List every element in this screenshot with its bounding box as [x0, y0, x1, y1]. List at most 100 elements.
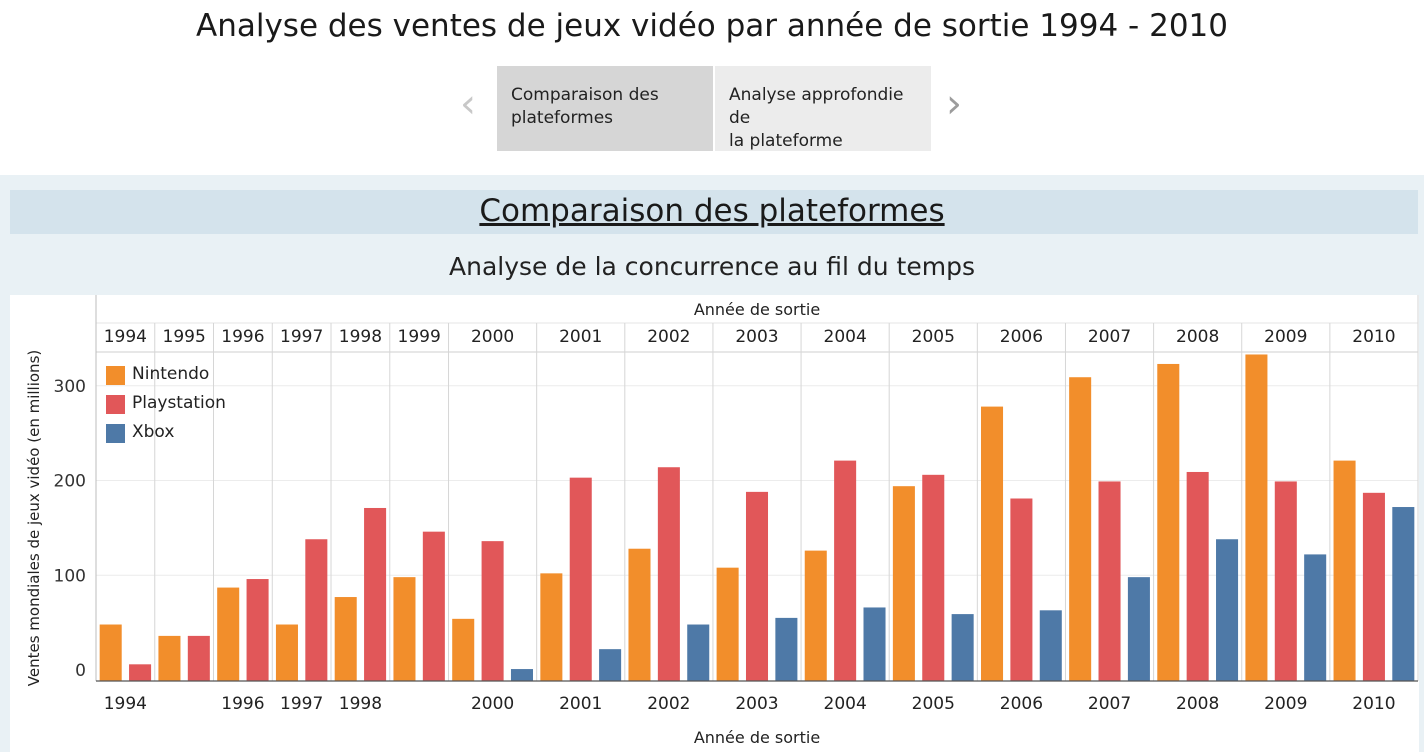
- x-tick-label: 1994: [104, 694, 147, 714]
- x-tick-label: 1998: [339, 694, 382, 714]
- tab-analyse-approfondie[interactable]: Analyse approfondie de la plateforme: [715, 66, 931, 151]
- x-tick-label: 2008: [1176, 694, 1219, 714]
- bar-nintendo-2003: [716, 567, 739, 681]
- legend-label: Nintendo: [132, 364, 210, 384]
- column-year-label: 2004: [824, 327, 867, 347]
- page-title: Analyse des ventes de jeux vidéo par ann…: [195, 8, 1228, 44]
- bar-nintendo-2006: [981, 406, 1004, 681]
- column-year-label: 2010: [1352, 327, 1395, 347]
- section-title: Comparaison des plateformes: [479, 193, 945, 229]
- bar-playstation-2005: [922, 474, 945, 681]
- bar-nintendo-1999: [393, 577, 416, 681]
- column-year-label: 2009: [1264, 327, 1307, 347]
- y-tick-label: 100: [54, 566, 86, 586]
- x-tick-label: 2001: [559, 694, 602, 714]
- tab-label-line: plateformes: [511, 108, 614, 128]
- bar-playstation-2006: [1010, 498, 1033, 681]
- chart-title: Analyse de la concurrence au fil du temp…: [449, 252, 975, 281]
- bar-nintendo-2001: [540, 573, 563, 681]
- tab-label-line: Analyse approfondie de: [729, 85, 904, 128]
- x-tick-label: 2000: [471, 694, 514, 714]
- y-tick-label: 300: [54, 377, 86, 397]
- bar-xbox-2010: [1392, 507, 1415, 681]
- bar-nintendo-2010: [1333, 460, 1356, 681]
- x-tick-label: 2005: [912, 694, 955, 714]
- legend-swatch: [106, 366, 125, 385]
- bar-nintendo-1998: [334, 597, 357, 681]
- bar-playstation-2002: [657, 467, 680, 681]
- bar-playstation-2009: [1274, 481, 1297, 681]
- x-tick-label: 2004: [824, 694, 867, 714]
- bar-xbox-2004: [863, 607, 886, 681]
- bar-xbox-2009: [1304, 554, 1327, 681]
- x-axis-title-bottom: Année de sortie: [693, 728, 821, 747]
- bar-xbox-2006: [1039, 610, 1062, 681]
- tab-label-line: la plateforme: [729, 131, 843, 151]
- column-year-label: 2007: [1088, 327, 1131, 347]
- section-header-band: [10, 190, 1418, 234]
- column-year-label: 1997: [280, 327, 323, 347]
- bar-xbox-2003: [775, 617, 798, 681]
- bar-chart: 0 100 200 300 1994 1995 1996 1997 1998 1999 2000 20…: [10, 295, 1419, 752]
- chevron-right-icon[interactable]: ›: [946, 81, 962, 127]
- x-tick-label: 2007: [1088, 694, 1131, 714]
- column-year-label: 2005: [912, 327, 955, 347]
- column-year-label: 1994: [104, 327, 147, 347]
- bar-playstation-2010: [1362, 492, 1385, 681]
- x-axis-title-top: Année de sortie: [693, 300, 821, 319]
- bar-playstation-1996: [246, 579, 269, 681]
- bar-nintendo-2008: [1157, 363, 1180, 681]
- legend-label: Xbox: [132, 422, 175, 442]
- bar-nintendo-2004: [804, 550, 827, 681]
- bar-nintendo-1995: [158, 635, 181, 681]
- bar-xbox-2007: [1127, 577, 1150, 681]
- column-year-label: 2008: [1176, 327, 1219, 347]
- x-tick-label: 2003: [735, 694, 778, 714]
- chevron-left-icon[interactable]: ‹: [460, 81, 476, 127]
- bar-playstation-1999: [422, 531, 445, 681]
- bar-nintendo-1994: [99, 624, 122, 681]
- y-tick-label: 200: [54, 472, 86, 492]
- story-navigator: Comparaison des plateformes Analyse appr…: [497, 66, 931, 151]
- bar-nintendo-2000: [452, 618, 475, 681]
- tab-comparaison-plateformes[interactable]: Comparaison des plateformes: [497, 66, 713, 151]
- bar-playstation-1995: [187, 635, 210, 681]
- legend-label: Playstation: [132, 393, 226, 413]
- column-year-label: 1995: [163, 327, 206, 347]
- column-year-label: 1998: [339, 327, 382, 347]
- column-year-label: 2002: [647, 327, 690, 347]
- bar-playstation-2001: [569, 477, 592, 681]
- bar-playstation-2008: [1186, 471, 1209, 681]
- legend-swatch: [106, 395, 125, 414]
- bar-xbox-2000: [510, 669, 533, 681]
- bar-playstation-2007: [1098, 481, 1121, 681]
- x-tick-label: 2009: [1264, 694, 1307, 714]
- bar-playstation-1997: [305, 539, 328, 681]
- bar-playstation-1994: [129, 664, 152, 681]
- bar-playstation-1998: [364, 507, 387, 681]
- x-tick-label: 1996: [221, 694, 264, 714]
- legend-swatch: [106, 424, 125, 443]
- bar-playstation-2000: [481, 541, 504, 681]
- bar-nintendo-2009: [1245, 354, 1268, 681]
- bar-nintendo-2002: [628, 548, 651, 681]
- column-year-label: 2000: [471, 327, 514, 347]
- x-tick-label: 2010: [1352, 694, 1395, 714]
- column-year-label: 2006: [1000, 327, 1043, 347]
- x-tick-label: 2006: [1000, 694, 1043, 714]
- bar-nintendo-1996: [217, 587, 240, 681]
- bar-nintendo-2007: [1069, 377, 1092, 681]
- y-axis-title: Ventes mondiales de jeux vidéo (en milli…: [25, 349, 43, 687]
- bar-playstation-2004: [834, 460, 857, 681]
- x-tick-label: 2002: [647, 694, 690, 714]
- x-tick-label: 1997: [280, 694, 323, 714]
- tab-label-line: Comparaison des: [511, 85, 659, 105]
- y-tick-label: 0: [75, 661, 86, 681]
- column-year-label: 2001: [559, 327, 602, 347]
- column-year-label: 2003: [735, 327, 778, 347]
- column-year-label: 1996: [221, 327, 264, 347]
- bar-xbox-2001: [599, 649, 622, 681]
- bar-xbox-2002: [687, 624, 710, 681]
- bar-playstation-2003: [745, 491, 769, 681]
- column-year-label: 1999: [398, 327, 441, 347]
